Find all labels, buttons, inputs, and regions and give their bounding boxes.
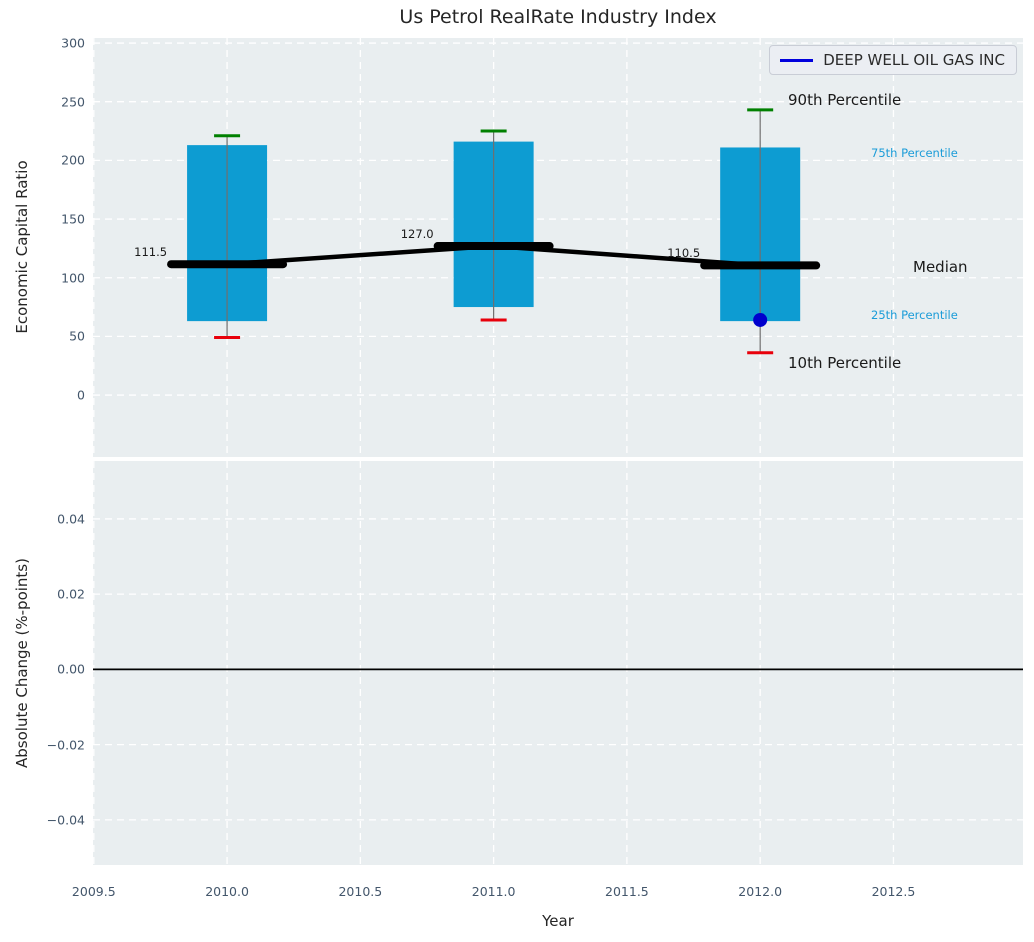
x-tick-label: 2011.5 xyxy=(605,884,649,899)
median-value-label: 110.5 xyxy=(667,246,701,261)
annotation-90th-percentile: 90th Percentile xyxy=(788,91,902,109)
chart-title: Us Petrol RealRate Industry Index xyxy=(399,6,717,28)
bottom-y-tick-label: −0.02 xyxy=(46,737,85,753)
x-tick-label: 2011.0 xyxy=(471,884,516,899)
x-tick-label: 2010.5 xyxy=(338,884,383,899)
top-y-tick-label: 300 xyxy=(61,35,85,51)
top-axes: 90th Percentile 75th Percentile Median 2… xyxy=(93,38,1023,457)
bottom-y-tick-label: −0.04 xyxy=(46,812,85,828)
annotation-10th-percentile: 10th Percentile xyxy=(788,354,902,372)
bottom-axes xyxy=(93,461,1023,865)
x-tick-label: 2009.5 xyxy=(71,884,116,899)
bottom-axes-canvas xyxy=(93,461,1023,865)
top-y-tick-label: 50 xyxy=(69,328,85,344)
x-tick-label: 2012.0 xyxy=(738,884,783,899)
top-y-tick-label: 0 xyxy=(77,387,85,403)
top-axes-canvas xyxy=(93,38,1023,457)
bottom-y-axis-label: Absolute Change (%-points) xyxy=(13,558,31,768)
top-y-axis-label: Economic Capital Ratio xyxy=(13,160,31,334)
top-y-tick-label: 250 xyxy=(61,94,85,110)
top-y-tick-label: 150 xyxy=(61,211,85,227)
median-value-label: 127.0 xyxy=(400,227,434,242)
x-tick-label: 2012.5 xyxy=(871,884,916,899)
legend-label: DEEP WELL OIL GAS INC xyxy=(823,51,1005,69)
top-y-tick-label: 100 xyxy=(61,270,85,286)
legend: DEEP WELL OIL GAS INC xyxy=(769,45,1017,75)
legend-line-sample xyxy=(780,58,814,62)
bottom-y-tick-label: 0.04 xyxy=(57,511,85,527)
annotation-25th-percentile: 25th Percentile xyxy=(871,308,958,322)
annotation-75th-percentile: 75th Percentile xyxy=(871,146,958,160)
bottom-y-tick-label: 0.00 xyxy=(57,661,85,677)
company-data-point xyxy=(753,312,768,327)
median-value-label: 111.5 xyxy=(134,245,168,260)
top-y-tick-label: 200 xyxy=(61,152,85,168)
x-tick-label: 2010.0 xyxy=(205,884,249,899)
x-axis-label: Year xyxy=(542,912,574,930)
annotation-median: Median xyxy=(913,258,968,276)
bottom-y-tick-label: 0.02 xyxy=(57,586,85,602)
